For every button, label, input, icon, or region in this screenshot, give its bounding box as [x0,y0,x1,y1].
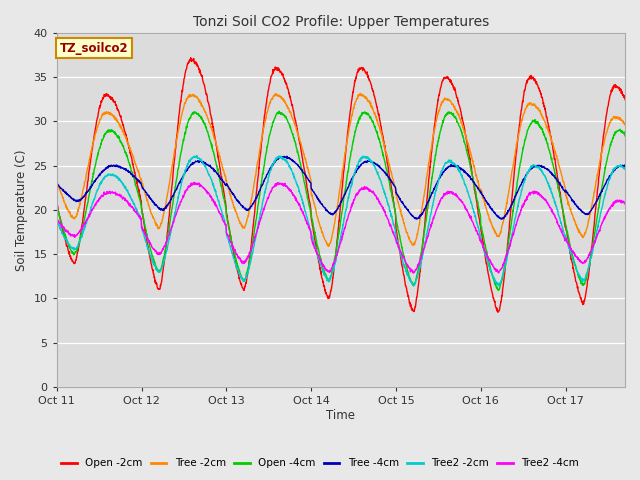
Legend: Open -2cm, Tree -2cm, Open -4cm, Tree -4cm, Tree2 -2cm, Tree2 -4cm: Open -2cm, Tree -2cm, Open -4cm, Tree -4… [57,454,583,472]
X-axis label: Time: Time [326,409,355,422]
Text: TZ_soilco2: TZ_soilco2 [60,42,128,55]
Title: Tonzi Soil CO2 Profile: Upper Temperatures: Tonzi Soil CO2 Profile: Upper Temperatur… [193,15,489,29]
Y-axis label: Soil Temperature (C): Soil Temperature (C) [15,149,28,271]
